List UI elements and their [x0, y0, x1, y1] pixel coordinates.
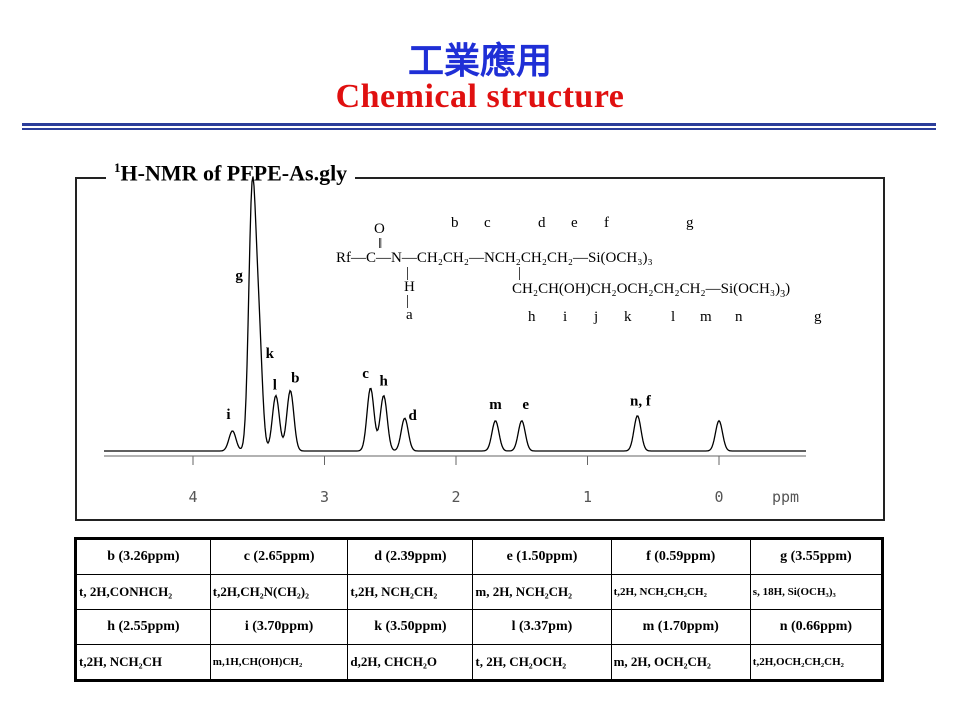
- table-cell: t,2H, NCH₂CH₂: [347, 574, 474, 610]
- struct-a: a: [406, 307, 413, 323]
- struct-bond-h: |: [406, 265, 410, 281]
- slide-title-chinese: 工業應用: [407, 41, 552, 82]
- table-cell: g (3.55ppm): [749, 538, 884, 575]
- peak-label: i: [226, 407, 230, 423]
- table-cell: s, 18H, Si(OCH₃)₃: [749, 574, 884, 610]
- struct-label-j: j: [594, 309, 599, 325]
- spectrum-title: 1H-NMR of PFPE-As.gly: [106, 160, 356, 187]
- slide-title-english: Chemical structure: [335, 78, 625, 115]
- table-cell: e (1.50ppm): [472, 538, 612, 575]
- table-cell: d,2H, CHCH₂O: [347, 644, 474, 681]
- table-row: t,2H, NCH₂CH m,1H,CH(OH)CH₂ d,2H, CHCH₂O…: [75, 644, 884, 681]
- peak-label: k: [266, 346, 275, 362]
- struct-label-g-top: g: [686, 215, 694, 231]
- spectrum-frame: [75, 177, 885, 521]
- struct-o: O: [374, 221, 385, 237]
- struct-label-c: c: [484, 215, 491, 231]
- table-cell: b (3.26ppm): [75, 538, 211, 575]
- struct-label-n: n: [735, 309, 743, 325]
- table-cell: f (0.59ppm): [610, 538, 751, 575]
- table-cell: i (3.70ppm): [209, 609, 349, 645]
- x-tick-label: 4: [188, 488, 197, 506]
- peak-label: l: [273, 378, 277, 394]
- struct-label-i: i: [563, 309, 568, 325]
- struct-bond-a: |: [406, 293, 410, 309]
- struct-label-h: h: [528, 309, 536, 325]
- struct-label-f: f: [604, 215, 609, 231]
- table-cell: t,2H, NCH₂CH₂CH₂: [610, 574, 751, 610]
- peak-label: g: [235, 268, 243, 284]
- peak-assignment-table: b (3.26ppm) c (2.65ppm) d (2.39ppm) e (1…: [74, 537, 884, 682]
- table-cell: h (2.55ppm): [75, 609, 211, 645]
- struct-h: H: [404, 279, 415, 295]
- table-cell: k (3.50ppm): [347, 609, 474, 645]
- peak-label: n, f: [630, 394, 652, 410]
- header-rule-thick: [22, 123, 936, 126]
- table-cell: d (2.39ppm): [347, 538, 474, 575]
- table-cell: t,2H,OCH₂CH₂CH₂: [749, 644, 884, 681]
- struct-line-1: Rf—C—N—CH₂CH₂—NCH₂CH₂CH₂—Si(OCH₃)₃: [336, 250, 653, 266]
- x-tick-label: 2: [451, 488, 460, 506]
- struct-label-m: m: [700, 309, 712, 325]
- table-cell: c (2.65ppm): [209, 538, 349, 575]
- peak-label: c: [362, 366, 369, 382]
- table-cell: m, 2H, OCH₂CH₂: [610, 644, 751, 681]
- peak-label: h: [380, 374, 389, 390]
- table-cell: t, 2H,CONHCH₂: [75, 574, 211, 610]
- table-cell: m, 2H, NCH₂CH₂: [472, 574, 612, 610]
- x-tick-label: 3: [320, 488, 329, 506]
- struct-line-2: CH₂CH(OH)CH₂OCH₂CH₂CH₂—Si(OCH₃)3): [512, 281, 791, 300]
- table-row: t, 2H,CONHCH₂ t,2H,CH₂N(CH₂)₂ t,2H, NCH₂…: [75, 574, 884, 610]
- peak-label: d: [409, 408, 418, 424]
- peak-label: e: [522, 397, 529, 413]
- table-cell: t,2H, NCH₂CH: [75, 644, 211, 681]
- x-tick-label: 1: [583, 488, 592, 506]
- table-cell: m (1.70ppm): [610, 609, 751, 645]
- struct-label-k: k: [624, 309, 632, 325]
- table-row: b (3.26ppm) c (2.65ppm) d (2.39ppm) e (1…: [75, 538, 884, 575]
- x-tick-label: 0: [714, 488, 723, 506]
- struct-label-b: b: [451, 215, 459, 231]
- table-cell: n (0.66ppm): [749, 609, 884, 645]
- peak-label: b: [291, 371, 299, 387]
- x-axis-unit: ppm: [772, 488, 799, 506]
- table-cell: l (3.37pm): [472, 609, 612, 645]
- struct-label-g-bottom: g: [814, 309, 822, 325]
- struct-bond-down: |: [518, 265, 522, 281]
- struct-label-e: e: [571, 215, 578, 231]
- table-cell: t,2H,CH₂N(CH₂)₂: [209, 574, 349, 610]
- header-rule-thin: [22, 128, 936, 130]
- peak-label: m: [489, 397, 502, 413]
- table-row: h (2.55ppm) i (3.70ppm) k (3.50ppm) l (3…: [75, 609, 884, 645]
- struct-label-d: d: [538, 215, 546, 231]
- table-cell: t, 2H, CH₂OCH₂: [472, 644, 612, 681]
- struct-double-bond: ‖: [378, 236, 383, 252]
- struct-label-l: l: [671, 309, 676, 325]
- table-cell: m,1H,CH(OH)CH₂: [209, 644, 349, 681]
- spectrum-trace: [104, 176, 806, 452]
